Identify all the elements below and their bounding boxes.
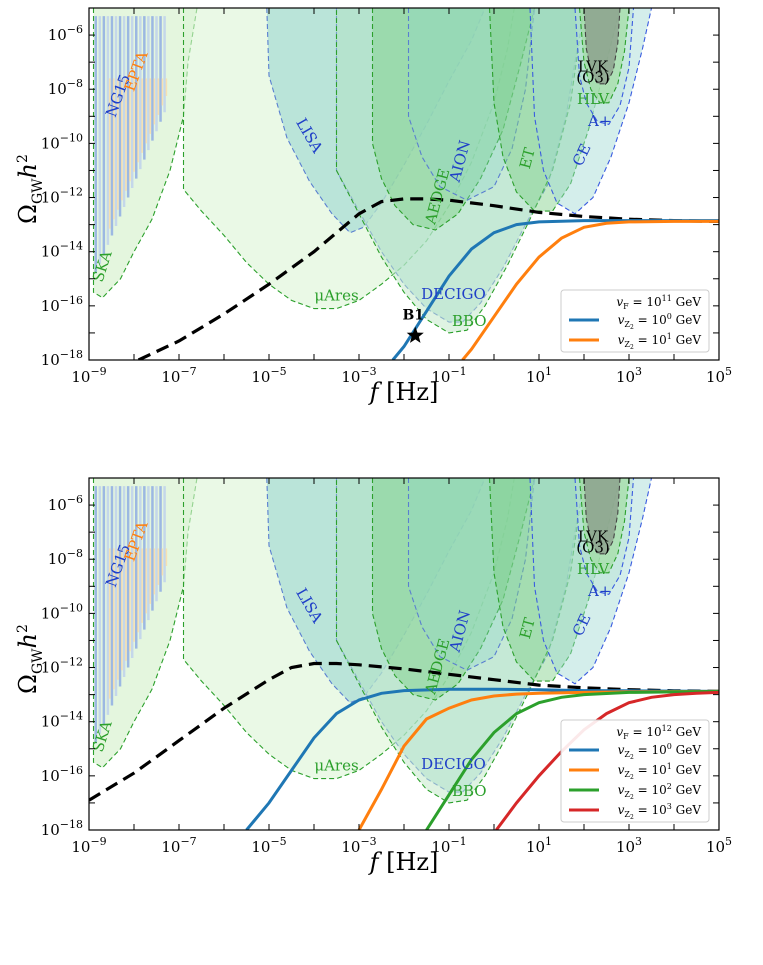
- aedge-region: [371, 478, 536, 701]
- detector-label-decigo: DECIGO: [421, 285, 486, 303]
- legend-box: [560, 719, 710, 823]
- detector-label-et: ET: [516, 616, 539, 641]
- detector-label-bbo: BBO: [452, 312, 487, 330]
- x-tick-label: 105: [706, 365, 732, 386]
- x-tick-label: 10−7: [161, 365, 196, 386]
- marker-star-0: [406, 326, 424, 343]
- black-dashed-curve: [137, 197, 719, 360]
- y-axis-label: ΩGWh2: [14, 154, 46, 224]
- y-tick-label: 10−8: [48, 547, 83, 568]
- y-tick-label: 10−10: [41, 601, 83, 622]
- plot-area-1: SKANG15EPTAμAresLISAAEDGEAIONDECIGOBBOET…: [89, 8, 719, 360]
- x-tick-label: 101: [526, 835, 552, 856]
- legend-label-1: vZ2 = 101 GeV: [618, 762, 702, 781]
- detector-label-bbo: BBO: [452, 782, 487, 800]
- detector-label-lvk: LVK: [578, 528, 609, 546]
- legend-label-0: vZ2 = 100 GeV: [618, 312, 702, 331]
- legend-box: [560, 289, 710, 353]
- y-tick-label: 10−6: [48, 493, 83, 514]
- series-line-2: [425, 689, 719, 830]
- detector-label-o3: (O3): [576, 68, 610, 86]
- series-line-3: [495, 690, 719, 830]
- x-tick-label: 10−1: [431, 365, 466, 386]
- y-tick-label: 10−18: [41, 818, 83, 839]
- detector-label-decigo: DECIGO: [421, 755, 486, 773]
- x-tick-label: 10−3: [341, 365, 376, 386]
- y-tick-label: 10−12: [41, 656, 83, 677]
- x-tick-label: 10−5: [251, 835, 286, 856]
- y-tick-label: 10−12: [41, 186, 83, 207]
- legend-title: vF = 1012 GeV: [616, 724, 701, 741]
- detector-label-lvk: LVK: [578, 58, 609, 76]
- x-tick-label: 10−3: [341, 835, 376, 856]
- x-tick-label: 103: [616, 835, 642, 856]
- x-tick-label: 103: [616, 365, 642, 386]
- aion-region: [407, 8, 536, 201]
- detector-label-et: ET: [516, 146, 539, 171]
- y-axis-label: ΩGWh2: [14, 624, 46, 694]
- detector-label-o3: (O3): [576, 538, 610, 556]
- chart-panel-2: SKANG15EPTAμAresLISAAEDGEAIONDECIGOBBOET…: [14, 477, 732, 876]
- x-tick-label: 105: [706, 835, 732, 856]
- lvk-o3-region: [583, 478, 621, 555]
- x-axis-label: f [Hz]: [368, 848, 439, 876]
- y-tick-label: 10−18: [41, 348, 83, 369]
- black-dashed-curve: [89, 661, 719, 802]
- marker-label-0: B1: [402, 308, 424, 324]
- x-tick-label: 10−7: [161, 835, 196, 856]
- detector-label-a: A+: [587, 582, 611, 600]
- y-tick-label: 10−10: [41, 131, 83, 152]
- bbo-region: [335, 8, 585, 334]
- aedge-region: [371, 8, 536, 231]
- series-line-1: [461, 219, 719, 360]
- y-tick-label: 10−6: [48, 23, 83, 44]
- legend-title: vF = 1011 GeV: [616, 294, 701, 311]
- aion-region: [407, 478, 536, 671]
- y-tick-label: 10−8: [48, 77, 83, 98]
- plot-area-2: SKANG15EPTAμAresLISAAEDGEAIONDECIGOBBOET…: [89, 478, 719, 830]
- x-tick-label: 10−9: [71, 365, 106, 386]
- chart-panel-1: SKANG15EPTAμAresLISAAEDGEAIONDECIGOBBOET…: [14, 7, 732, 406]
- y-tick-label: 10−16: [41, 764, 83, 785]
- lvk-o3-region: [583, 8, 621, 85]
- y-tick-label: 10−14: [41, 240, 83, 261]
- x-tick-label: 101: [526, 365, 552, 386]
- detector-label-ares: μAres: [314, 756, 358, 774]
- detector-label-hlv: HLV: [577, 560, 610, 578]
- legend-label-1: vZ2 = 101 GeV: [618, 332, 702, 351]
- detector-label-ares: μAres: [314, 286, 358, 304]
- x-tick-label: 10−1: [431, 835, 466, 856]
- y-tick-label: 10−14: [41, 710, 83, 731]
- x-axis-label: f [Hz]: [368, 378, 439, 406]
- legend-label-2: vZ2 = 102 GeV: [618, 782, 702, 801]
- x-tick-label: 10−5: [251, 365, 286, 386]
- legend-label-0: vZ2 = 100 GeV: [618, 742, 702, 761]
- detector-label-hlv: HLV: [577, 90, 610, 108]
- detector-label-a: A+: [587, 112, 611, 130]
- y-tick-label: 10−16: [41, 294, 83, 315]
- bbo-region: [335, 478, 585, 804]
- x-tick-label: 10−9: [71, 835, 106, 856]
- legend-label-3: vZ2 = 103 GeV: [618, 802, 702, 821]
